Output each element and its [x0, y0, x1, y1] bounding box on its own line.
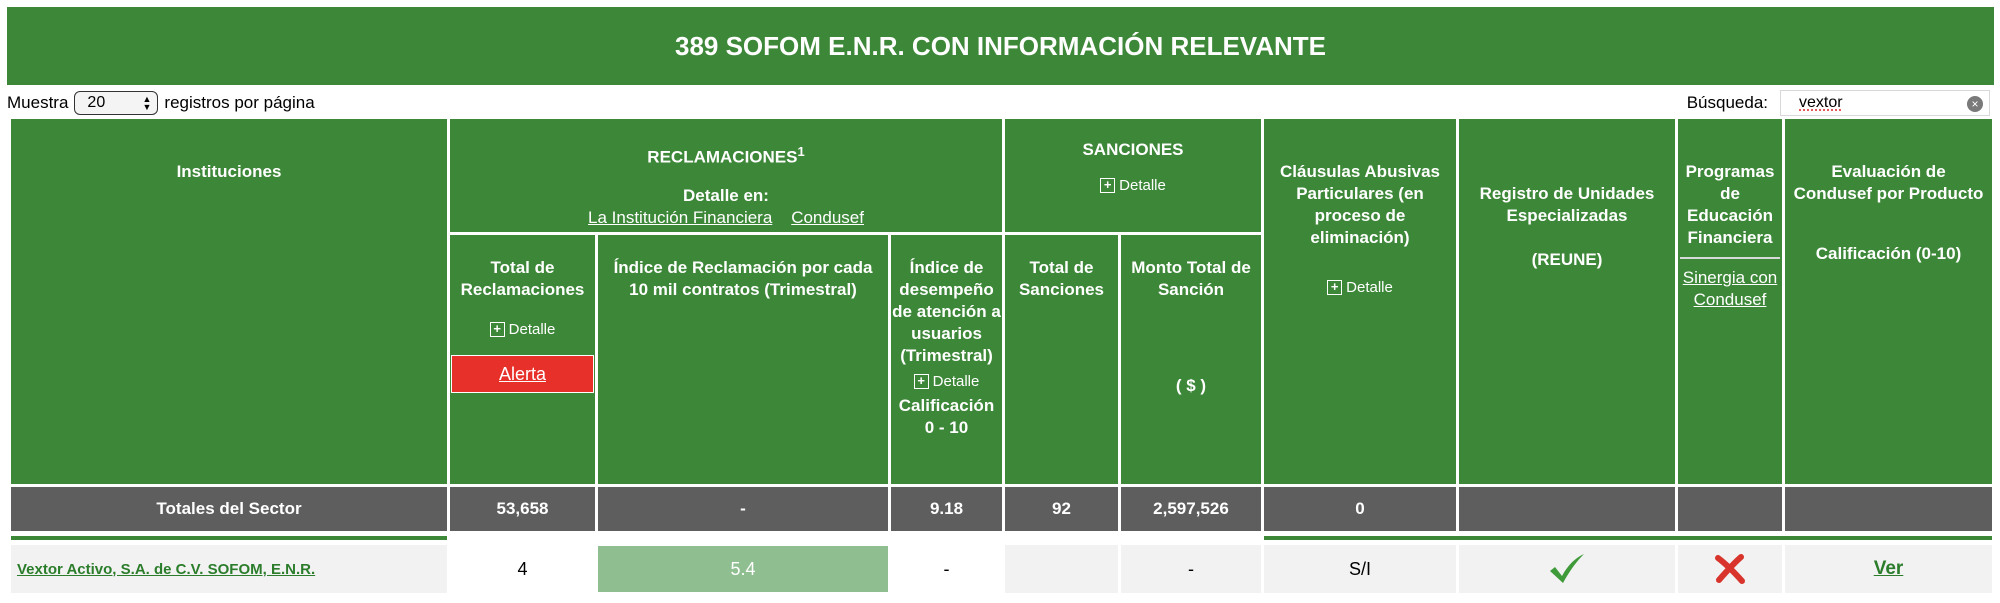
- totals-label: Totales del Sector: [11, 487, 447, 531]
- divider: [1264, 536, 1992, 540]
- totals-clausulas: 0: [1264, 487, 1456, 531]
- reune-label: Registro de Unidades Especializadas: [1479, 184, 1655, 225]
- search-label: Búsqueda:: [1686, 93, 1768, 112]
- programas-label: Programas de Educación Financiera: [1685, 162, 1775, 247]
- header-reclamaciones: RECLAMACIONES1 Detalle en: La Institució…: [450, 119, 1002, 232]
- detalle-label: Detalle: [508, 320, 556, 338]
- row-total-sanciones: [1005, 545, 1118, 593]
- row-indice-desempeno: -: [891, 545, 1002, 593]
- row-evaluacion: Ver: [1785, 545, 1992, 593]
- detalle-en-label: Detalle en:: [683, 185, 769, 205]
- link-institucion-financiera[interactable]: La Institución Financiera: [588, 207, 773, 227]
- page-title: 389 SOFOM E.N.R. CON INFORMACIÓN RELEVAN…: [7, 7, 1994, 85]
- row-clausulas: S/I: [1264, 545, 1456, 593]
- calificacion-range: 0 - 10: [924, 417, 969, 437]
- header-evaluacion: Evaluación de Condusef por Producto Cali…: [1785, 119, 1992, 484]
- totals-indice-desempeno: 9.18: [891, 487, 1002, 531]
- header-sanciones: SANCIONES + Detalle: [1005, 119, 1261, 232]
- row-total-reclamaciones: 4: [450, 545, 595, 593]
- header-instituciones-label: Instituciones: [176, 162, 282, 181]
- evaluacion-calificacion: Calificación (0-10): [1815, 244, 1962, 263]
- page-size-value: 20: [87, 94, 106, 111]
- plus-box-icon: +: [913, 374, 929, 389]
- ver-evaluacion-link[interactable]: Ver: [1873, 558, 1904, 579]
- calificacion-label: Calificación: [898, 395, 995, 415]
- page-size-select[interactable]: 20 ▲ ▼: [74, 91, 159, 115]
- sanciones-detalle-toggle[interactable]: + Detalle: [1100, 175, 1166, 197]
- totals-monto-total: 2,597,526: [1121, 487, 1261, 531]
- search-value: vextor: [1799, 94, 1843, 111]
- header-programas: Programas de Educación Financiera Sinerg…: [1678, 119, 1782, 484]
- header-clausulas: Cláusulas Abusivas Particulares (en proc…: [1264, 119, 1456, 484]
- totals-reune: [1459, 487, 1675, 531]
- reclamaciones-detalle-toggle[interactable]: + Detalle: [489, 319, 556, 341]
- per-page-label: registros por página: [164, 93, 315, 112]
- header-total-reclamaciones: Total de Reclamaciones + Detalle Alerta: [450, 235, 595, 484]
- row-indice-reclamacion-cell: 5.4: [598, 545, 888, 593]
- header-indice-reclamacion: Índice de Reclamación por cada 10 mil co…: [598, 235, 888, 484]
- search-input[interactable]: vextor ×: [1780, 90, 1990, 116]
- row-monto-total: -: [1121, 545, 1261, 593]
- total-reclamaciones-label: Total de Reclamaciones: [460, 258, 585, 299]
- clausulas-label: Cláusulas Abusivas Particulares (en proc…: [1280, 162, 1440, 247]
- alerta-button[interactable]: Alerta: [451, 354, 594, 393]
- totals-total-reclamaciones: 53,658: [450, 487, 595, 531]
- plus-box-icon: +: [1100, 178, 1116, 193]
- totals-evaluacion: [1785, 487, 1992, 531]
- detalle-label: Detalle: [932, 372, 980, 390]
- divider: [1680, 257, 1780, 259]
- detalle-label: Detalle: [1119, 176, 1166, 194]
- detalle-label: Detalle: [1346, 278, 1393, 296]
- divider: [11, 536, 447, 540]
- header-monto-total: Monto Total de Sanción ( $ ): [1121, 235, 1261, 484]
- show-label: Muestra: [7, 93, 69, 112]
- total-sanciones-label: Total de Sanciones: [1018, 258, 1105, 299]
- clausulas-detalle-toggle[interactable]: + Detalle: [1327, 277, 1393, 299]
- clear-search-icon[interactable]: ×: [1967, 96, 1983, 112]
- header-total-sanciones: Total de Sanciones: [1005, 235, 1118, 484]
- check-icon: [1550, 554, 1584, 583]
- table-row: Vextor Activo, S.A. de C.V. SOFOM, E.N.R…: [11, 545, 447, 593]
- table-controls: Muestra 20 ▲ ▼ registros por página Búsqu…: [7, 88, 1994, 118]
- reclamaciones-label: RECLAMACIONES: [647, 147, 798, 167]
- totals-total-sanciones: 92: [1005, 487, 1118, 531]
- link-condusef[interactable]: Condusef: [791, 207, 864, 227]
- currency-label: ( $ ): [1175, 376, 1207, 395]
- updown-arrows-icon: ▲ ▼: [142, 94, 152, 112]
- reune-abbr: (REUNE): [1531, 250, 1603, 269]
- reclamaciones-footnote: 1: [797, 144, 805, 159]
- totals-indice-reclamacion: -: [598, 487, 888, 531]
- row-programas: [1678, 545, 1782, 593]
- plus-box-icon: +: [489, 322, 505, 337]
- row-reune: [1459, 545, 1675, 593]
- totals-programas: [1678, 487, 1782, 531]
- link-sinergia-condusef[interactable]: Sinergia con Condusef: [1682, 268, 1778, 309]
- header-reune: Registro de Unidades Especializadas (REU…: [1459, 119, 1675, 484]
- monto-total-label: Monto Total de Sanción: [1131, 258, 1251, 299]
- sanciones-label: SANCIONES: [1082, 140, 1184, 159]
- evaluacion-label: Evaluación de Condusef por Producto: [1793, 162, 1984, 203]
- indice-desempeno-label: Índice de desempeño de atención a usuari…: [892, 258, 1001, 365]
- plus-box-icon: +: [1327, 280, 1343, 295]
- header-indice-desempeno: Índice de desempeño de atención a usuari…: [891, 235, 1002, 484]
- row-indice-reclamacion: 5.4: [598, 546, 888, 592]
- header-instituciones[interactable]: Instituciones: [11, 119, 447, 484]
- indice-reclamacion-label: Índice de Reclamación por cada 10 mil co…: [613, 258, 873, 299]
- institution-link[interactable]: Vextor Activo, S.A. de C.V. SOFOM, E.N.R…: [17, 560, 316, 578]
- cross-icon: [1715, 554, 1745, 584]
- desempeno-detalle-toggle[interactable]: + Detalle: [913, 371, 980, 393]
